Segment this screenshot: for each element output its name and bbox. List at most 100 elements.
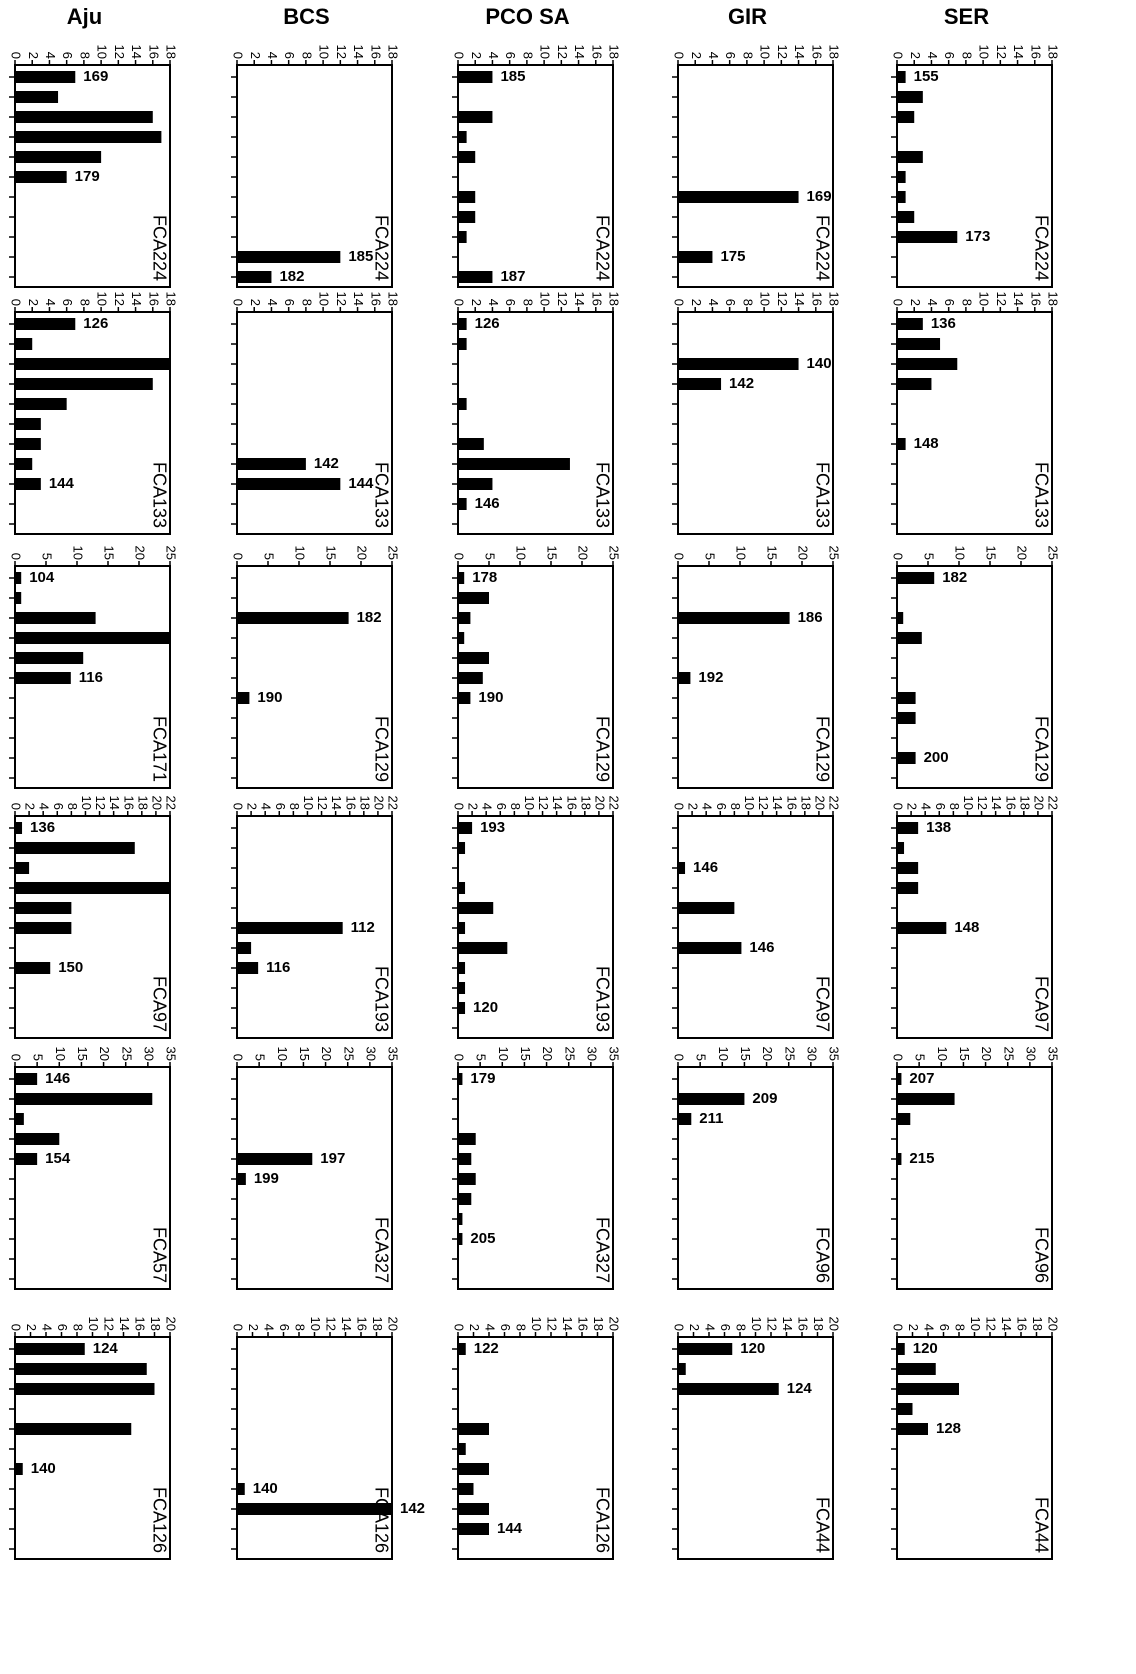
x-tick-label: 5	[913, 1054, 928, 1061]
bar	[458, 1073, 463, 1085]
bar	[237, 458, 306, 470]
panel-frame	[457, 64, 614, 288]
x-tick-label: 20	[1031, 796, 1046, 810]
x-tick-label: 10	[317, 292, 332, 306]
bar	[15, 822, 23, 834]
x-tick-label: 8	[740, 299, 755, 306]
x-tick-label: 14	[999, 1317, 1014, 1331]
bar	[897, 712, 916, 724]
x-tick-label: 0	[452, 803, 467, 810]
x-tick-label: 6	[282, 52, 297, 59]
bar	[897, 318, 923, 330]
allele-label: 120	[473, 999, 498, 1016]
bar	[15, 358, 170, 370]
panel-frame	[677, 1066, 834, 1290]
locus-label: FCA97	[1031, 976, 1051, 1032]
bar	[458, 1133, 476, 1145]
bar	[897, 572, 935, 584]
panel: 0 2 4 6 8 10 12 14 16 18 20 22 136 150 FCA97	[9, 796, 179, 1039]
allele-label: 173	[965, 228, 990, 245]
bar	[237, 1173, 246, 1185]
x-tick-label: 12	[555, 45, 570, 59]
bar	[458, 71, 493, 83]
x-tick-label: 12	[994, 45, 1009, 59]
panel-frame	[236, 311, 393, 535]
x-tick-label: 10	[53, 1047, 68, 1061]
locus-label: FCA224	[812, 215, 832, 281]
x-tick-label: 16	[1028, 45, 1043, 59]
bar	[237, 1503, 392, 1515]
bar	[15, 478, 41, 490]
x-tick-label: 0	[452, 52, 467, 59]
locus-label: FCA129	[371, 716, 391, 782]
x-tick-label: 16	[589, 45, 604, 59]
x-tick-label: 10	[538, 45, 553, 59]
allele-label: 144	[497, 1520, 523, 1537]
bar	[897, 378, 932, 390]
bar	[237, 1153, 313, 1165]
allele-label: 192	[698, 669, 723, 686]
x-tick-label: 8	[520, 299, 535, 306]
x-tick-label: 14	[572, 45, 587, 59]
x-tick-label: 20	[97, 1047, 112, 1061]
bar	[897, 358, 958, 370]
x-tick-label: 16	[809, 45, 824, 59]
x-tick-label: 2	[245, 803, 260, 810]
x-tick-label: 5	[703, 553, 718, 560]
x-tick-label: 5	[262, 553, 277, 560]
x-tick-label: 10	[95, 45, 110, 59]
x-tick-label: 8	[947, 803, 962, 810]
x-tick-label: 25	[341, 1047, 356, 1061]
x-tick-label: 4	[922, 1324, 937, 1331]
x-tick-label: 10	[961, 796, 976, 810]
panel: 0 2 4 6 8 10 12 14 16 18 20 122 144 FCA126	[452, 1317, 622, 1560]
bar	[897, 438, 906, 450]
x-tick-label: 18	[357, 796, 372, 810]
x-tick-label: 2	[246, 1324, 261, 1331]
x-tick-label: 15	[738, 1047, 753, 1061]
bar	[237, 612, 349, 624]
x-tick-label: 5	[694, 1054, 709, 1061]
column-header: Aju	[67, 4, 102, 29]
x-tick-label: 6	[282, 299, 297, 306]
bar	[897, 1383, 959, 1395]
x-tick-label: 0	[891, 52, 906, 59]
allele-label: 126	[475, 315, 500, 332]
bar	[15, 1423, 132, 1435]
panel-frame	[896, 1066, 1053, 1290]
locus-label: FCA126	[592, 1487, 612, 1553]
bar	[15, 338, 33, 350]
bar	[458, 131, 467, 143]
bar	[678, 942, 742, 954]
x-tick-label: 18	[135, 796, 150, 810]
x-tick-label: 2	[466, 803, 481, 810]
x-tick-label: 14	[329, 796, 344, 810]
panel: 0 2 4 6 8 10 12 14 16 18 169 179 FCA224	[9, 45, 179, 288]
bar	[458, 632, 465, 644]
x-tick-label: 15	[518, 1047, 533, 1061]
locus-label: FCA193	[371, 966, 391, 1032]
allele-label: 124	[93, 1340, 119, 1357]
x-tick-label: 6	[494, 803, 509, 810]
bar	[15, 862, 30, 874]
locus-label: FCA133	[1031, 462, 1051, 528]
x-tick-label: 12	[334, 292, 349, 306]
column-header: SER	[944, 4, 989, 29]
bar	[237, 942, 252, 954]
bar	[15, 902, 72, 914]
x-tick-label: 18	[148, 1317, 163, 1331]
allele-label: 142	[729, 375, 754, 392]
x-tick-label: 8	[520, 52, 535, 59]
allele-label: 179	[470, 1070, 495, 1087]
x-tick-label: 2	[686, 803, 701, 810]
x-tick-label: 14	[572, 292, 587, 306]
x-tick-label: 30	[1023, 1047, 1038, 1061]
x-tick-label: 8	[77, 52, 92, 59]
bar	[15, 1153, 38, 1165]
x-tick-label: 20	[355, 546, 370, 560]
panel: 0 5 10 15 20 25 30 35 179 205 FCA327	[452, 1047, 622, 1290]
allele-label: 179	[75, 168, 100, 185]
bar	[897, 211, 915, 223]
